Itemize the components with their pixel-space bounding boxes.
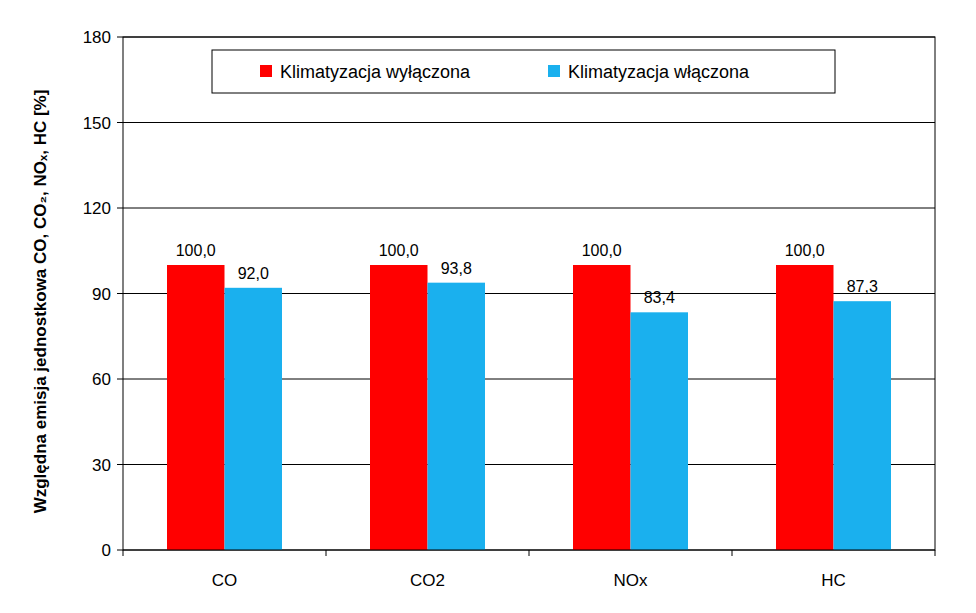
x-tick bbox=[326, 550, 327, 556]
legend-label: Klimatyzacja wyłączona bbox=[280, 62, 471, 82]
y-tick-label: 60 bbox=[92, 370, 111, 389]
x-tick bbox=[529, 550, 530, 556]
chart-container: 0 30 60 90 120 150 180 100,0 100,0 100,0 100,0 92,0… bbox=[0, 0, 976, 613]
data-label: 92,0 bbox=[238, 265, 269, 282]
grid-line bbox=[123, 122, 935, 123]
y-tick bbox=[117, 37, 123, 38]
y-axis-label: Względna emisja jednostkowa CO, CO₂, NOₓ… bbox=[31, 90, 50, 514]
x-tick-label: NOx bbox=[614, 571, 649, 590]
chart-svg: 0 30 60 90 120 150 180 100,0 100,0 100,0 100,0 92,0… bbox=[0, 0, 976, 613]
x-tick-label: HC bbox=[821, 571, 846, 590]
y-tick bbox=[117, 293, 123, 294]
x-tick bbox=[935, 550, 936, 556]
data-label: 100,0 bbox=[785, 242, 825, 259]
bars bbox=[167, 265, 891, 550]
bar bbox=[370, 265, 428, 550]
bar bbox=[167, 265, 225, 550]
x-tick-label: CO2 bbox=[410, 571, 445, 590]
bar bbox=[631, 312, 689, 550]
data-label: 100,0 bbox=[176, 242, 216, 259]
data-label: 87,3 bbox=[847, 278, 878, 295]
data-label: 100,0 bbox=[582, 242, 622, 259]
y-tick-label: 0 bbox=[102, 541, 111, 560]
legend-swatch bbox=[548, 65, 560, 77]
data-label: 93,8 bbox=[441, 260, 472, 277]
legend: Klimatyzacja wyłączona Klimatyzacja włącz… bbox=[212, 50, 835, 93]
legend-swatch bbox=[260, 65, 272, 77]
plot-frame bbox=[123, 37, 935, 550]
bar bbox=[776, 265, 834, 550]
legend-box bbox=[212, 50, 835, 93]
y-tick bbox=[117, 550, 123, 551]
y-tick-label: 120 bbox=[83, 199, 111, 218]
y-tick bbox=[117, 379, 123, 380]
data-label: 100,0 bbox=[379, 242, 419, 259]
y-tick-label: 30 bbox=[92, 456, 111, 475]
y-tick bbox=[117, 122, 123, 123]
x-tick bbox=[732, 550, 733, 556]
y-tick bbox=[117, 208, 123, 209]
legend-label: Klimatyzacja włączona bbox=[568, 62, 750, 82]
y-tick-label: 90 bbox=[92, 285, 111, 304]
bar bbox=[573, 265, 631, 550]
bar bbox=[428, 283, 486, 550]
x-tick-label: CO bbox=[212, 571, 238, 590]
y-tick-label: 180 bbox=[83, 28, 111, 47]
y-tick bbox=[117, 464, 123, 465]
grid-line bbox=[123, 208, 935, 209]
bar bbox=[225, 288, 283, 550]
data-label: 83,4 bbox=[644, 289, 675, 306]
y-tick-label: 150 bbox=[83, 114, 111, 133]
x-tick bbox=[123, 550, 124, 556]
bar bbox=[834, 301, 892, 550]
